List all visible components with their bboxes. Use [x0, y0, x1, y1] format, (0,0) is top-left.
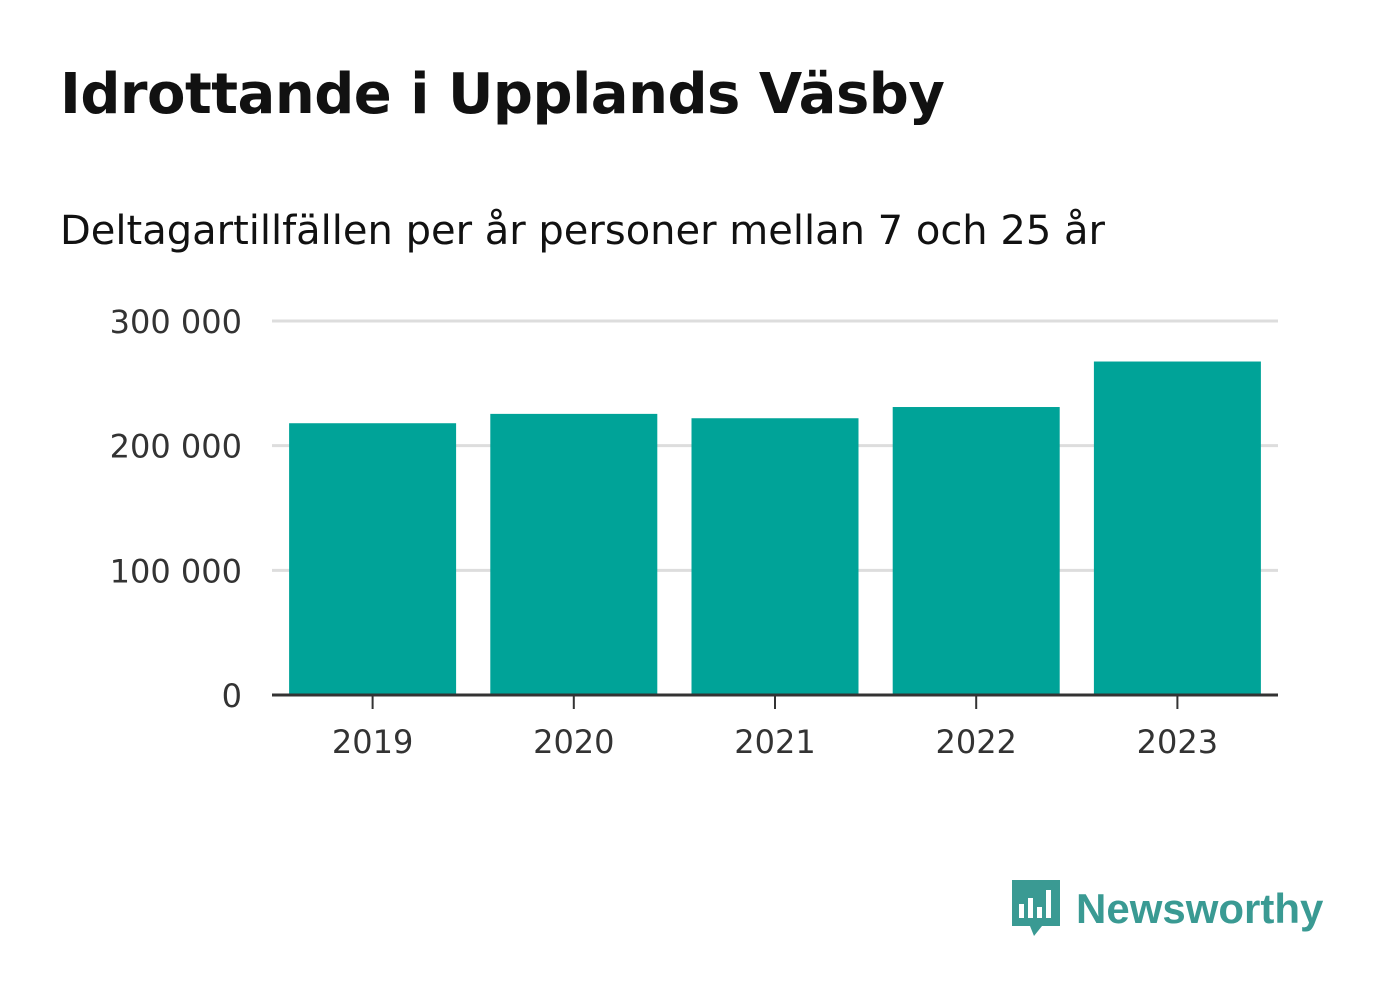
newsworthy-logo: Newsworthy — [1010, 878, 1323, 940]
bar-2019 — [289, 423, 457, 695]
y-tick-label: 200 000 — [110, 428, 242, 466]
x-tick-label: 2020 — [533, 723, 614, 761]
bar-chart-speech-bubble-icon — [1012, 880, 1060, 936]
bar-2023 — [1093, 361, 1261, 695]
chart-subtitle: Deltagartillfällen per år personer mella… — [60, 208, 1105, 254]
bar-2022 — [892, 407, 1060, 695]
x-tick-label: 2021 — [734, 723, 815, 761]
bar-2020 — [490, 413, 658, 695]
bar-2021 — [691, 418, 859, 695]
x-tick-label: 2022 — [935, 723, 1016, 761]
y-tick-label: 0 — [222, 677, 242, 715]
logo-text: Newsworthy — [1076, 885, 1324, 932]
x-axis — [272, 693, 1278, 709]
x-tick-label: 2019 — [332, 723, 413, 761]
y-tick-label: 100 000 — [110, 552, 242, 590]
chart-title: Idrottande i Upplands Väsby — [60, 62, 945, 127]
bars — [289, 361, 1261, 695]
y-tick-label: 300 000 — [110, 303, 242, 341]
x-tick-label: 2023 — [1137, 723, 1218, 761]
tick-labels: 0 100 000 200 000 300 000 2019 2020 2021 2022 20… — [110, 303, 1218, 761]
